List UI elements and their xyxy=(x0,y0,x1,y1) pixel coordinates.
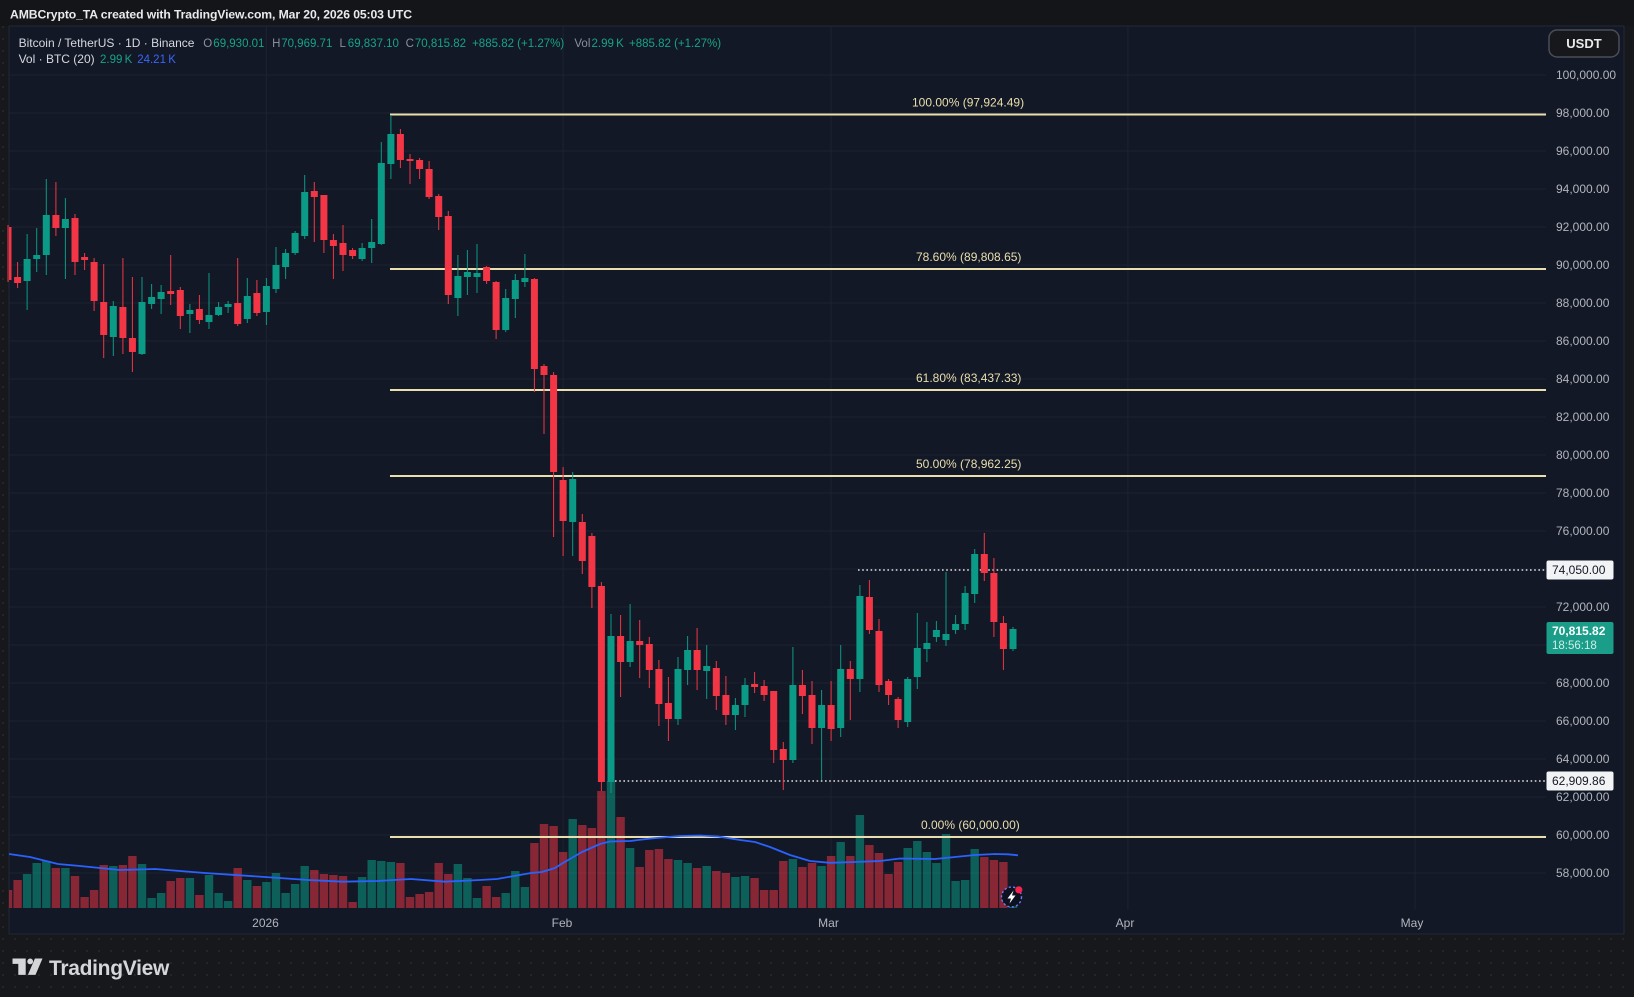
svg-text:69,837.10: 69,837.10 xyxy=(348,38,399,50)
svg-text:TradingView: TradingView xyxy=(49,957,170,980)
svg-text:24.21 K: 24.21 K xyxy=(137,54,176,66)
svg-text:C: C xyxy=(406,38,414,50)
svg-text:88,000.00: 88,000.00 xyxy=(1556,296,1610,310)
svg-text:Feb: Feb xyxy=(552,916,573,930)
svg-text:98,000.00: 98,000.00 xyxy=(1556,106,1610,120)
svg-text:74,050.00: 74,050.00 xyxy=(1552,563,1606,577)
svg-text:60,000.00: 60,000.00 xyxy=(1556,828,1610,842)
svg-text:70,815.82: 70,815.82 xyxy=(415,38,466,50)
svg-text:H: H xyxy=(272,38,280,50)
svg-text:+885.82 (+1.27%): +885.82 (+1.27%) xyxy=(629,38,721,50)
svg-text:L: L xyxy=(340,38,347,50)
svg-text:18:56:18: 18:56:18 xyxy=(1552,640,1597,652)
svg-text:78,000.00: 78,000.00 xyxy=(1556,486,1610,500)
svg-text:USDT: USDT xyxy=(1566,36,1601,51)
svg-text:AMBCrypto_TA created with Trad: AMBCrypto_TA created with TradingView.co… xyxy=(10,8,412,22)
svg-text:72,000.00: 72,000.00 xyxy=(1556,600,1610,614)
svg-text:58,000.00: 58,000.00 xyxy=(1556,866,1610,880)
svg-text:62,000.00: 62,000.00 xyxy=(1556,790,1610,804)
svg-text:70,815.82: 70,815.82 xyxy=(1552,624,1606,638)
svg-text:61.80% (83,437.33): 61.80% (83,437.33) xyxy=(916,371,1021,385)
svg-text:2.99 K: 2.99 K xyxy=(100,54,133,66)
svg-text:80,000.00: 80,000.00 xyxy=(1556,448,1610,462)
svg-text:Vol · BTC (20): Vol · BTC (20) xyxy=(19,52,95,66)
svg-text:50.00% (78,962.25): 50.00% (78,962.25) xyxy=(916,457,1021,471)
svg-text:96,000.00: 96,000.00 xyxy=(1556,144,1610,158)
svg-text:64,000.00: 64,000.00 xyxy=(1556,752,1610,766)
svg-text:100.00% (97,924.49): 100.00% (97,924.49) xyxy=(912,96,1024,110)
svg-text:2026: 2026 xyxy=(252,916,279,930)
svg-text:86,000.00: 86,000.00 xyxy=(1556,334,1610,348)
svg-text:76,000.00: 76,000.00 xyxy=(1556,524,1610,538)
svg-text:78.60% (89,808.65): 78.60% (89,808.65) xyxy=(916,250,1021,264)
svg-text:66,000.00: 66,000.00 xyxy=(1556,714,1610,728)
svg-text:May: May xyxy=(1401,916,1424,930)
svg-text:82,000.00: 82,000.00 xyxy=(1556,410,1610,424)
svg-text:Mar: Mar xyxy=(818,916,839,930)
svg-text:100,000.00: 100,000.00 xyxy=(1556,68,1616,82)
svg-text:94,000.00: 94,000.00 xyxy=(1556,182,1610,196)
svg-text:84,000.00: 84,000.00 xyxy=(1556,372,1610,386)
svg-text:Apr: Apr xyxy=(1116,916,1135,930)
svg-text:62,909.86: 62,909.86 xyxy=(1552,774,1606,788)
svg-text:69,930.01: 69,930.01 xyxy=(213,38,264,50)
svg-text:90,000.00: 90,000.00 xyxy=(1556,258,1610,272)
svg-text:2.99 K: 2.99 K xyxy=(592,38,625,50)
svg-text:+885.82 (+1.27%): +885.82 (+1.27%) xyxy=(472,38,564,50)
svg-text:68,000.00: 68,000.00 xyxy=(1556,676,1610,690)
svg-text:O: O xyxy=(203,38,212,50)
svg-text:0.00% (60,000.00): 0.00% (60,000.00) xyxy=(921,818,1020,832)
svg-text:Vol: Vol xyxy=(574,38,590,50)
svg-text:70,969.71: 70,969.71 xyxy=(281,38,332,50)
svg-text:Bitcoin / TetherUS · 1D · Bina: Bitcoin / TetherUS · 1D · Binance xyxy=(19,36,195,50)
svg-text:92,000.00: 92,000.00 xyxy=(1556,220,1610,234)
